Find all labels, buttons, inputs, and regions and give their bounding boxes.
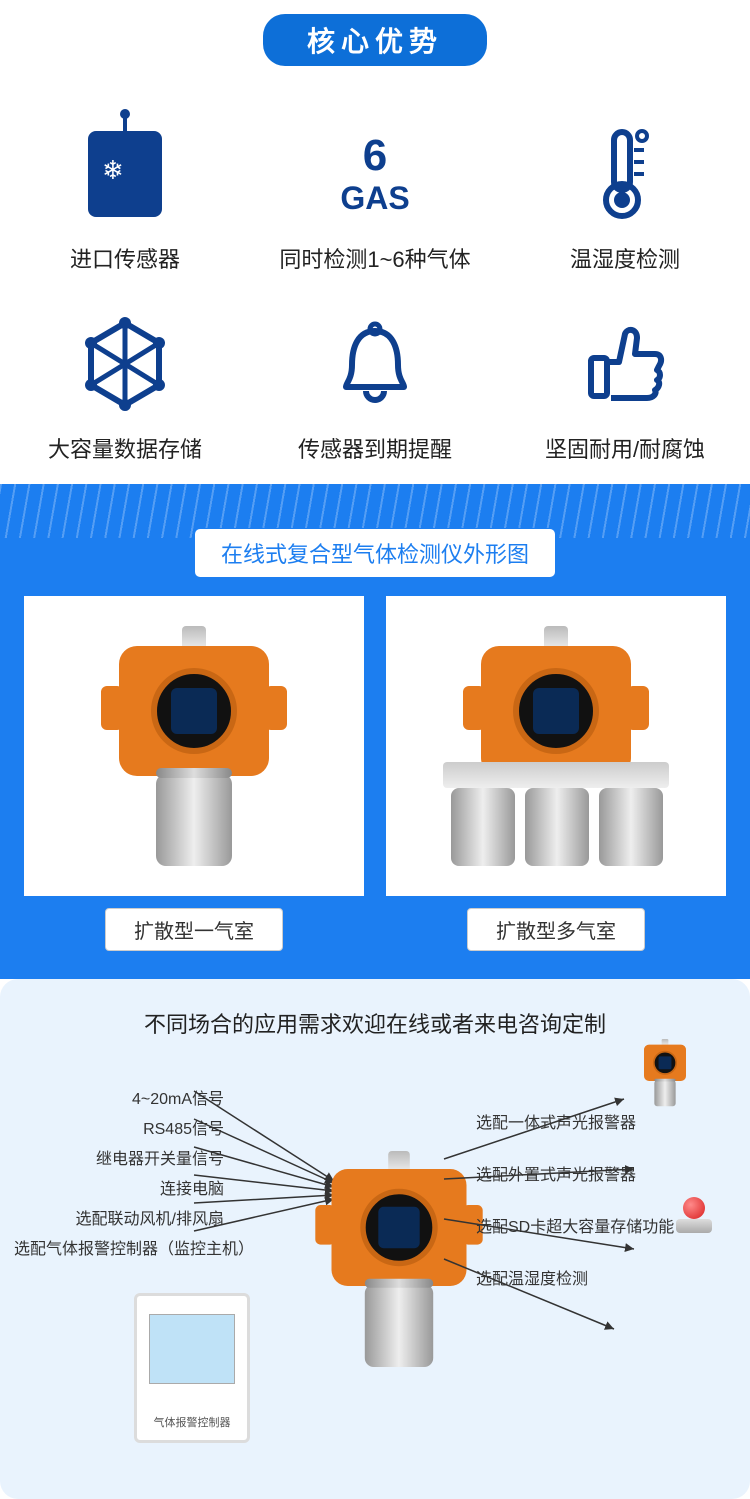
adv-temp-label: 温湿度检测	[570, 242, 680, 274]
option-item: 选配一体式声光报警器	[476, 1109, 736, 1133]
adv-sensor-label: 进口传感器	[70, 242, 180, 274]
option-item: 选配外置式声光报警器	[476, 1161, 736, 1185]
signal-item: 继电器开关量信号	[14, 1145, 224, 1169]
controller-box-illustration: 气体报警控制器	[134, 1293, 250, 1443]
option-item: 选配温湿度检测	[476, 1265, 736, 1289]
signal-item: 选配联动风机/排风扇	[14, 1205, 224, 1229]
adv-storage: 大容量数据存储	[0, 274, 250, 464]
signal-item: 4~20mA信号	[14, 1085, 224, 1109]
adv-durable-label: 坚固耐用/耐腐蚀	[545, 432, 705, 464]
thumbs-up-icon	[575, 314, 675, 414]
product-label-multi: 扩散型多气室	[386, 908, 726, 951]
adv-sensor: ❄ 进口传感器	[0, 84, 250, 274]
mini-detector-illustration	[644, 1039, 686, 1106]
outline-title-wrap: 在线式复合型气体检测仪外形图	[0, 528, 750, 578]
adv-6gas: 6 GAS 同时检测1~6种气体	[250, 84, 500, 274]
customization-title: 不同场合的应用需求欢迎在线或者来电咨询定制	[14, 1007, 736, 1039]
product-card-multi	[386, 596, 726, 896]
signal-item: 选配气体报警控制器（监控主机）	[14, 1235, 224, 1259]
adv-temp: 温湿度检测	[500, 84, 750, 274]
detector-multi-illustration	[481, 626, 631, 866]
controller-caption: 气体报警控制器	[137, 1414, 247, 1430]
customization-section: 不同场合的应用需求欢迎在线或者来电咨询定制 4~20mA信号 RS485信号 继…	[0, 979, 750, 1499]
detector-single-illustration	[119, 626, 269, 866]
siren-icon	[676, 1197, 712, 1233]
six-gas-unit: GAS	[340, 180, 409, 216]
signal-item: RS485信号	[14, 1115, 224, 1139]
thermometer-icon	[575, 124, 675, 224]
six-gas-icon: 6 GAS	[325, 124, 425, 224]
advantages-header: 核心优势	[0, 0, 750, 74]
hexagon-icon	[75, 314, 175, 414]
adv-reminder-label: 传感器到期提醒	[298, 432, 452, 464]
product-card-single	[24, 596, 364, 896]
adv-6gas-label: 同时检测1~6种气体	[279, 242, 470, 274]
signal-list: 4~20mA信号 RS485信号 继电器开关量信号 连接电脑 选配联动风机/排风…	[14, 1079, 224, 1265]
six-gas-number: 6	[363, 131, 387, 180]
adv-reminder: 传感器到期提醒	[250, 274, 500, 464]
outline-section: 在线式复合型气体检测仪外形图 扩散型一气室 扩散型多气室	[0, 484, 750, 979]
advantages-title: 核心优势	[263, 14, 487, 66]
advantages-grid: ❄ 进口传感器 6 GAS 同时检测1~6种气体 温湿度检测	[0, 74, 750, 484]
adv-durable: 坚固耐用/耐腐蚀	[500, 274, 750, 464]
outline-title: 在线式复合型气体检测仪外形图	[194, 528, 556, 578]
sensor-icon: ❄	[75, 124, 175, 224]
center-detector-illustration	[332, 1151, 467, 1367]
signal-item: 连接电脑	[14, 1175, 224, 1199]
adv-storage-label: 大容量数据存储	[48, 432, 202, 464]
bell-icon	[325, 314, 425, 414]
customization-diagram: 4~20mA信号 RS485信号 继电器开关量信号 连接电脑 选配联动风机/排风…	[14, 1069, 736, 1459]
product-label-single: 扩散型一气室	[24, 908, 364, 951]
